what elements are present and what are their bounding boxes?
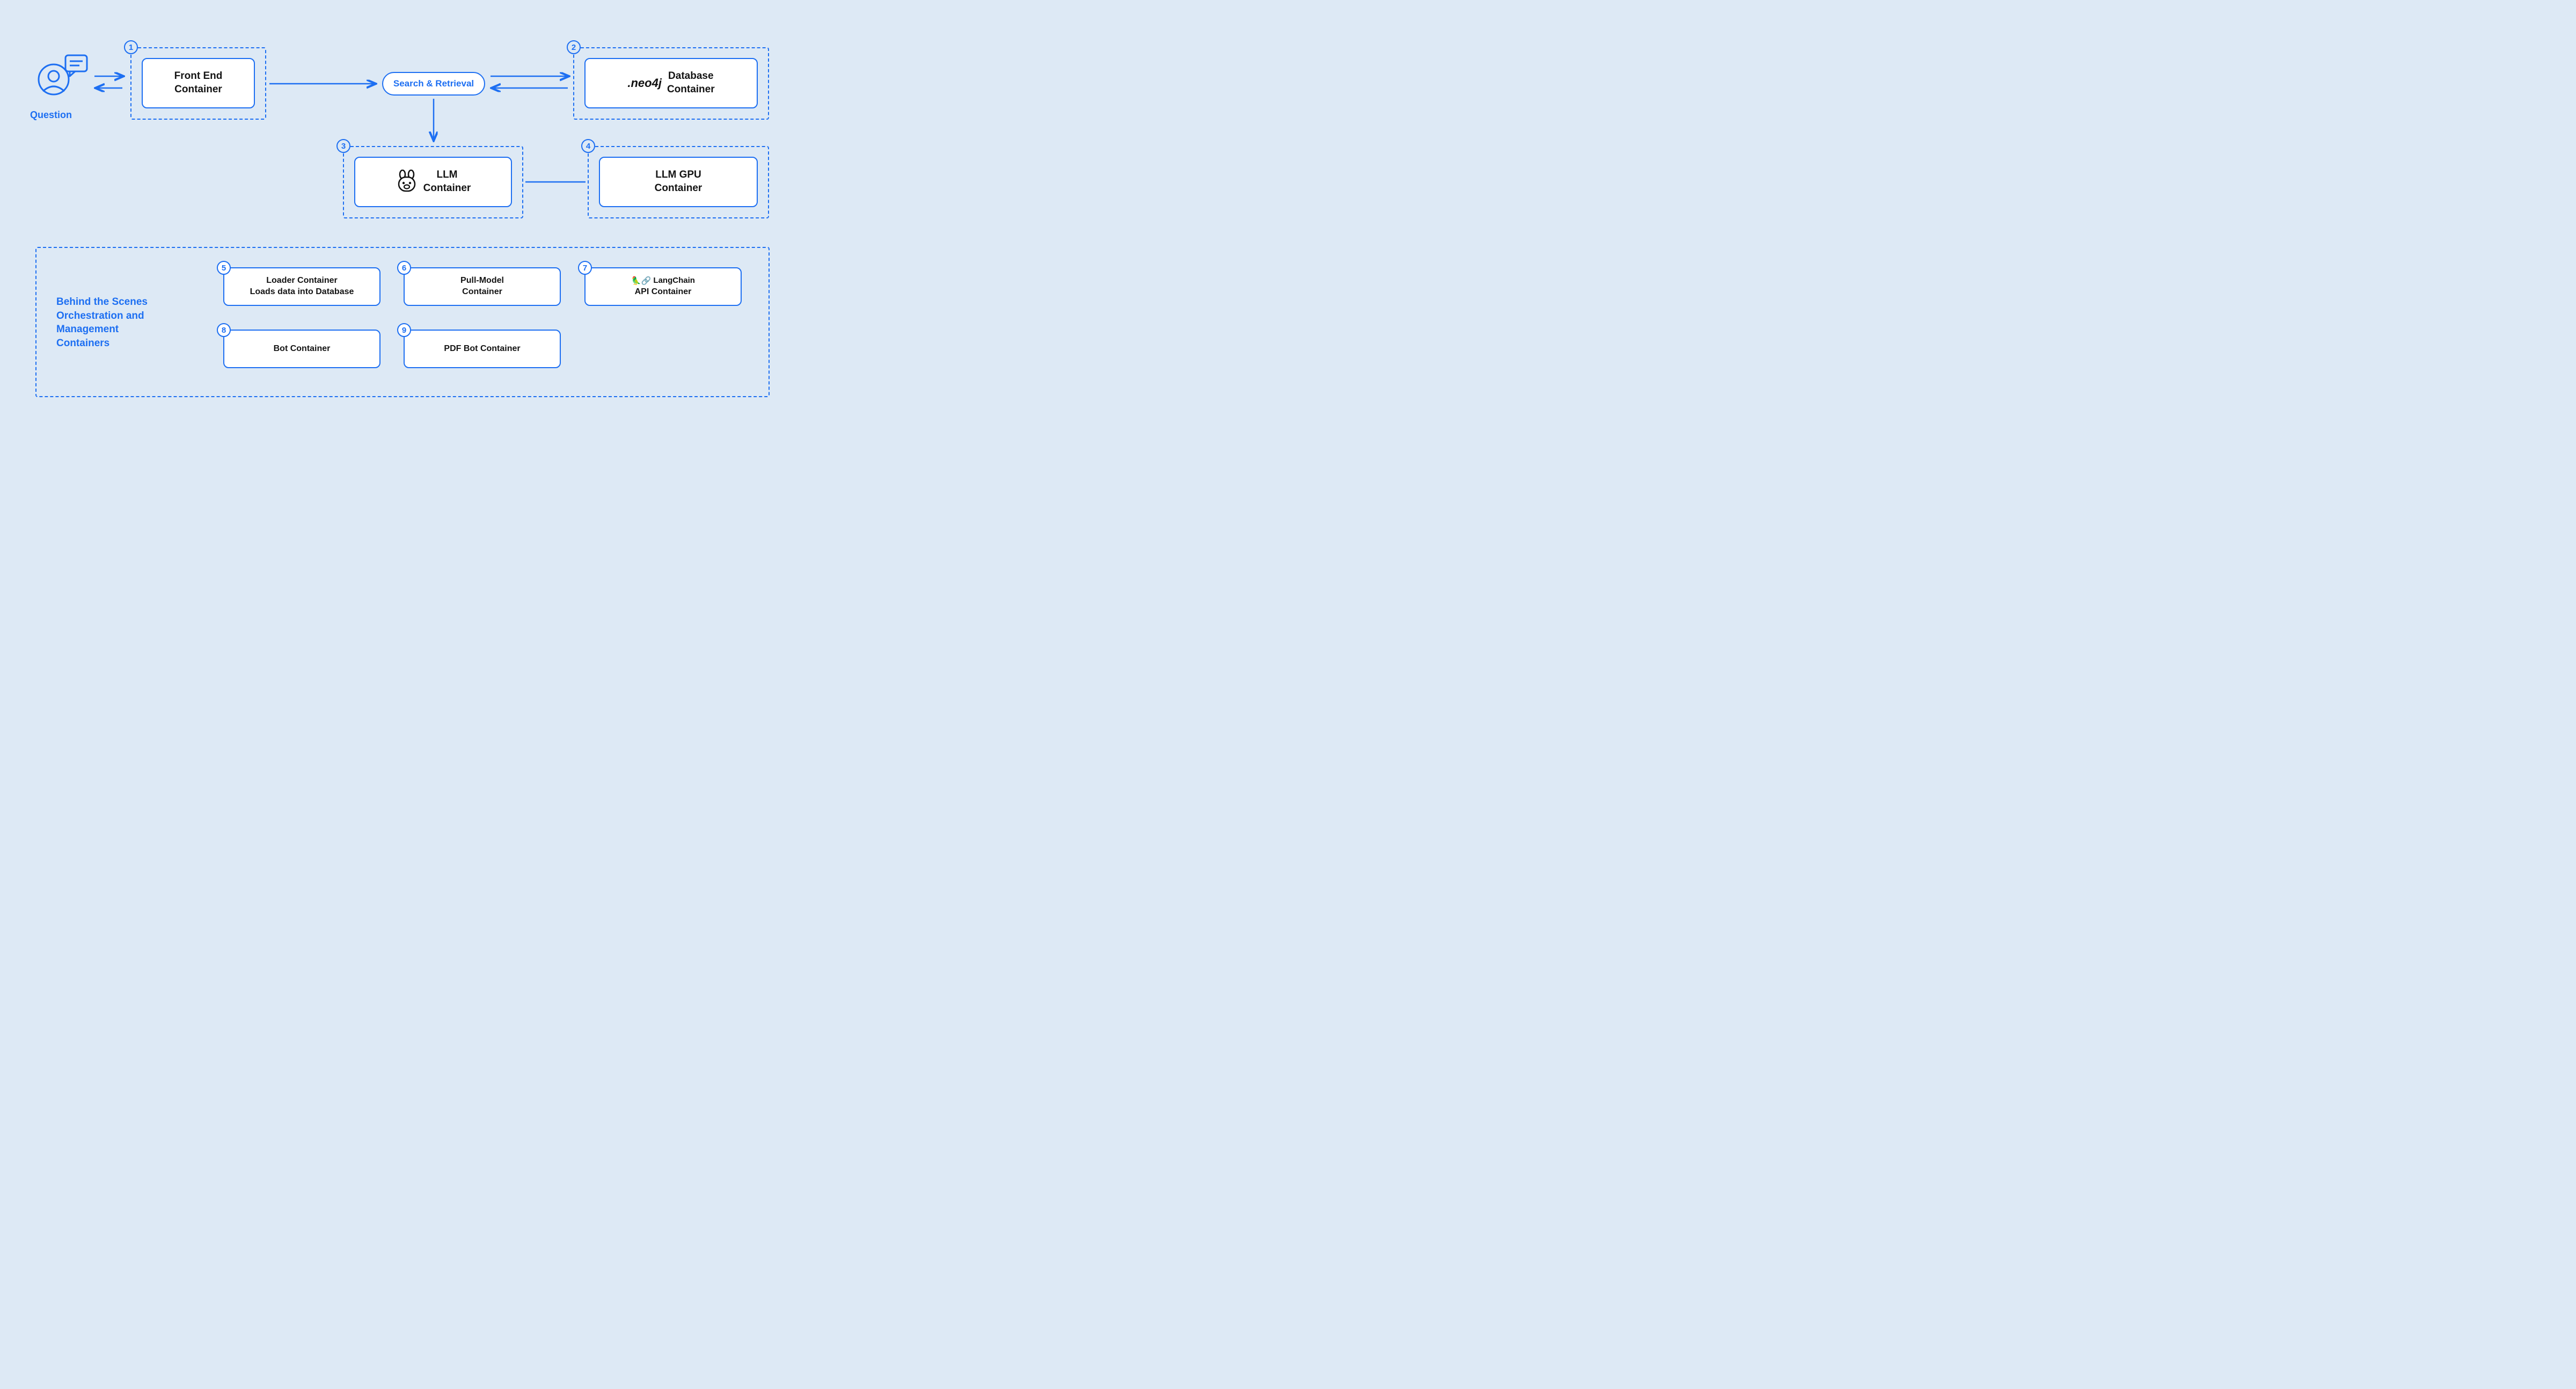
search-retrieval-label: Search & Retrieval bbox=[393, 78, 474, 89]
arrows-question-frontend bbox=[91, 70, 129, 97]
langchain-icon: 🦜🔗 bbox=[631, 276, 651, 286]
node-3-box: LLMContainer bbox=[354, 157, 512, 207]
node-1-text: Front EndContainer bbox=[174, 70, 223, 96]
node-2-text: DatabaseContainer bbox=[667, 70, 715, 96]
behind-scenes-label: Behind the Scenes Orchestration and Mana… bbox=[56, 295, 148, 350]
node-6-box: Pull-ModelContainer bbox=[404, 267, 561, 306]
badge-5: 5 bbox=[217, 261, 231, 275]
ollama-icon bbox=[396, 170, 418, 194]
node-1-box: Front EndContainer bbox=[142, 58, 255, 108]
line-llm-gpu bbox=[524, 179, 587, 185]
node-3-text: LLMContainer bbox=[423, 169, 471, 195]
arrows-search-database bbox=[487, 70, 573, 97]
node-4-text: LLM GPUContainer bbox=[655, 169, 702, 195]
badge-2: 2 bbox=[567, 40, 581, 54]
langchain-logo-text: LangChain bbox=[653, 276, 695, 285]
arrow-frontend-search bbox=[267, 79, 380, 90]
node-7-box: 🦜🔗 LangChain API Container bbox=[584, 267, 742, 306]
arrow-search-llm bbox=[429, 97, 440, 145]
node-5-text: Loader ContainerLoads data into Database bbox=[250, 275, 354, 298]
badge-9: 9 bbox=[397, 323, 411, 337]
node-9-box: PDF Bot Container bbox=[404, 330, 561, 368]
badge-4: 4 bbox=[581, 139, 595, 153]
badge-3: 3 bbox=[336, 139, 350, 153]
question-user-icon bbox=[31, 54, 90, 105]
node-2-box: .neo4j DatabaseContainer bbox=[584, 58, 758, 108]
badge-7: 7 bbox=[578, 261, 592, 275]
neo4j-logo: .neo4j bbox=[627, 76, 662, 90]
node-5-box: Loader ContainerLoads data into Database bbox=[223, 267, 380, 306]
badge-6: 6 bbox=[397, 261, 411, 275]
node-4-box: LLM GPUContainer bbox=[599, 157, 758, 207]
question-label: Question bbox=[30, 108, 72, 121]
node-7-text: API Container bbox=[635, 287, 692, 298]
search-retrieval-pill: Search & Retrieval bbox=[382, 72, 485, 96]
badge-1: 1 bbox=[124, 40, 138, 54]
node-9-text: PDF Bot Container bbox=[444, 343, 520, 355]
badge-8: 8 bbox=[217, 323, 231, 337]
node-8-text: Bot Container bbox=[274, 343, 331, 355]
node-6-text: Pull-ModelContainer bbox=[460, 275, 504, 298]
node-8-box: Bot Container bbox=[223, 330, 380, 368]
